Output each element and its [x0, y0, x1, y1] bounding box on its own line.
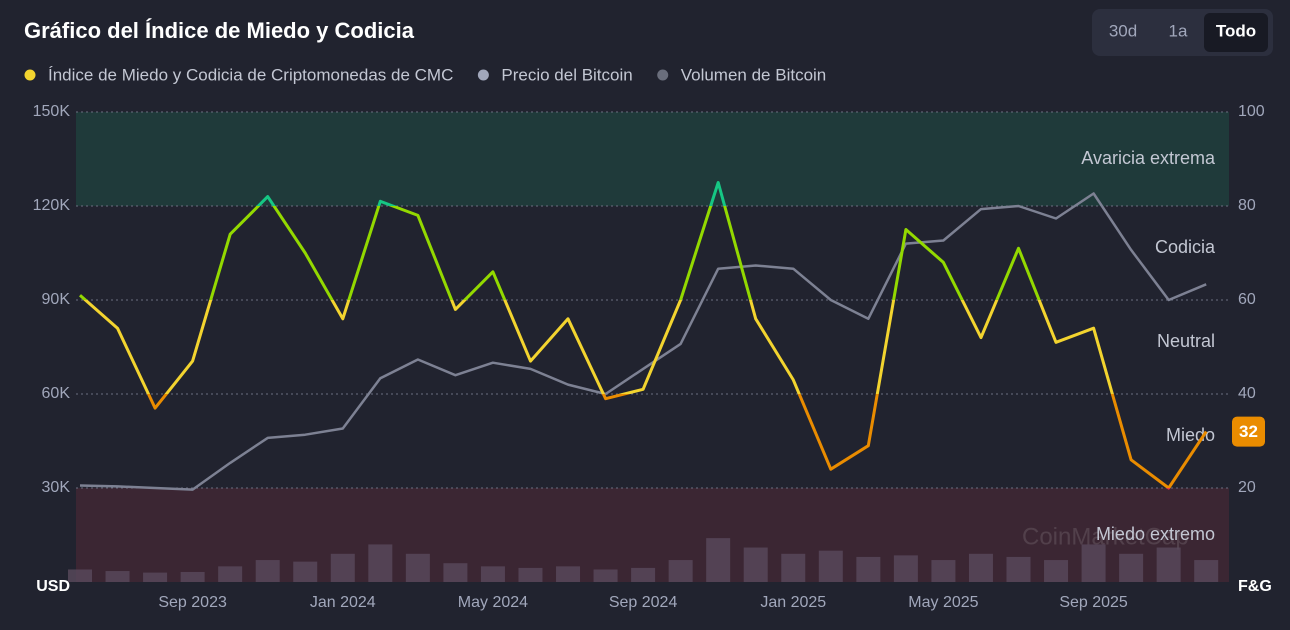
y2-tick-label: 80: [1238, 197, 1256, 214]
volume-bar: [1006, 556, 1031, 582]
zone-label: Codicia: [1155, 237, 1216, 257]
volume-bar: [180, 571, 205, 582]
series-line: [79, 181, 1208, 490]
y2-tick-label: 60: [1238, 291, 1256, 308]
volume-bar: [818, 550, 843, 582]
y-axis-label: USD: [36, 578, 70, 595]
y-tick-label: 60K: [42, 385, 71, 402]
button-active-bg: [1204, 13, 1268, 52]
legend-dot: [657, 69, 669, 81]
y-tick-label: 150K: [33, 103, 71, 120]
zone-label: Miedo extremo: [1096, 524, 1215, 544]
volume-bar: [1044, 560, 1069, 582]
volume-bar: [143, 572, 168, 582]
zone-band: [76, 112, 1229, 206]
range-button[interactable]: 30d: [1109, 21, 1137, 40]
volume-bar: [68, 569, 92, 582]
volume-bar: [856, 556, 881, 582]
volume-bar: [1081, 544, 1106, 582]
current-value-label: 32: [1239, 422, 1258, 441]
volume-bar: [743, 547, 768, 582]
x-tick-label: Jan 2024: [310, 594, 376, 611]
y-tick-label: 120K: [33, 197, 71, 214]
volume-bar: [781, 553, 806, 582]
legend-label[interactable]: Precio del Bitcoin: [501, 65, 632, 84]
volume-bar: [330, 553, 355, 582]
y2-axis-label: F&G: [1238, 578, 1272, 595]
x-tick-label: Sep 2023: [158, 594, 227, 611]
legend-dot: [24, 69, 36, 81]
y-tick-label: 90K: [42, 291, 71, 308]
volume-bar: [255, 560, 280, 582]
y-tick-label: 30K: [42, 479, 71, 496]
x-tick-label: Jan 2025: [760, 594, 826, 611]
volume-bar: [293, 561, 318, 582]
volume-bar: [893, 555, 918, 582]
zone-label: Neutral: [1157, 331, 1215, 351]
zone-label: Miedo: [1166, 425, 1215, 445]
series-line: [79, 192, 1207, 491]
volume-bar: [518, 567, 543, 582]
volume-bar: [218, 566, 243, 582]
legend-label[interactable]: Volumen de Bitcoin: [681, 65, 827, 84]
volume-bar: [1194, 560, 1219, 582]
volume-bar: [1119, 553, 1144, 582]
y2-tick-label: 40: [1238, 385, 1256, 402]
volume-bar: [443, 563, 468, 582]
volume-bar: [593, 569, 618, 582]
x-tick-label: Sep 2025: [1059, 594, 1128, 611]
y2-tick-label: 20: [1238, 479, 1256, 496]
legend-dot: [477, 69, 489, 81]
volume-bar: [405, 553, 430, 582]
volume-bar: [105, 571, 130, 582]
volume-bar: [480, 566, 505, 582]
x-tick-label: Sep 2024: [609, 594, 678, 611]
current-value-badge: [1232, 416, 1265, 447]
zone-label: Avaricia extrema: [1081, 148, 1216, 168]
volume-bar: [368, 544, 393, 582]
legend-label[interactable]: Índice de Miedo y Codicia de Criptomoned…: [48, 65, 453, 84]
volume-bar: [668, 560, 693, 582]
x-tick-label: May 2025: [908, 594, 978, 611]
x-tick-label: May 2024: [458, 594, 528, 611]
range-button[interactable]: 1a: [1169, 21, 1188, 40]
volume-bar: [931, 560, 956, 582]
volume-bar: [631, 567, 656, 582]
volume-bar: [1156, 547, 1181, 582]
chart-title: Gráfico del Índice de Miedo y Codicia: [24, 18, 415, 43]
volume-bar: [968, 553, 993, 582]
y2-tick-label: 100: [1238, 103, 1265, 120]
volume-bar: [706, 538, 731, 582]
volume-bar: [556, 566, 581, 582]
range-button[interactable]: Todo: [1216, 21, 1256, 40]
